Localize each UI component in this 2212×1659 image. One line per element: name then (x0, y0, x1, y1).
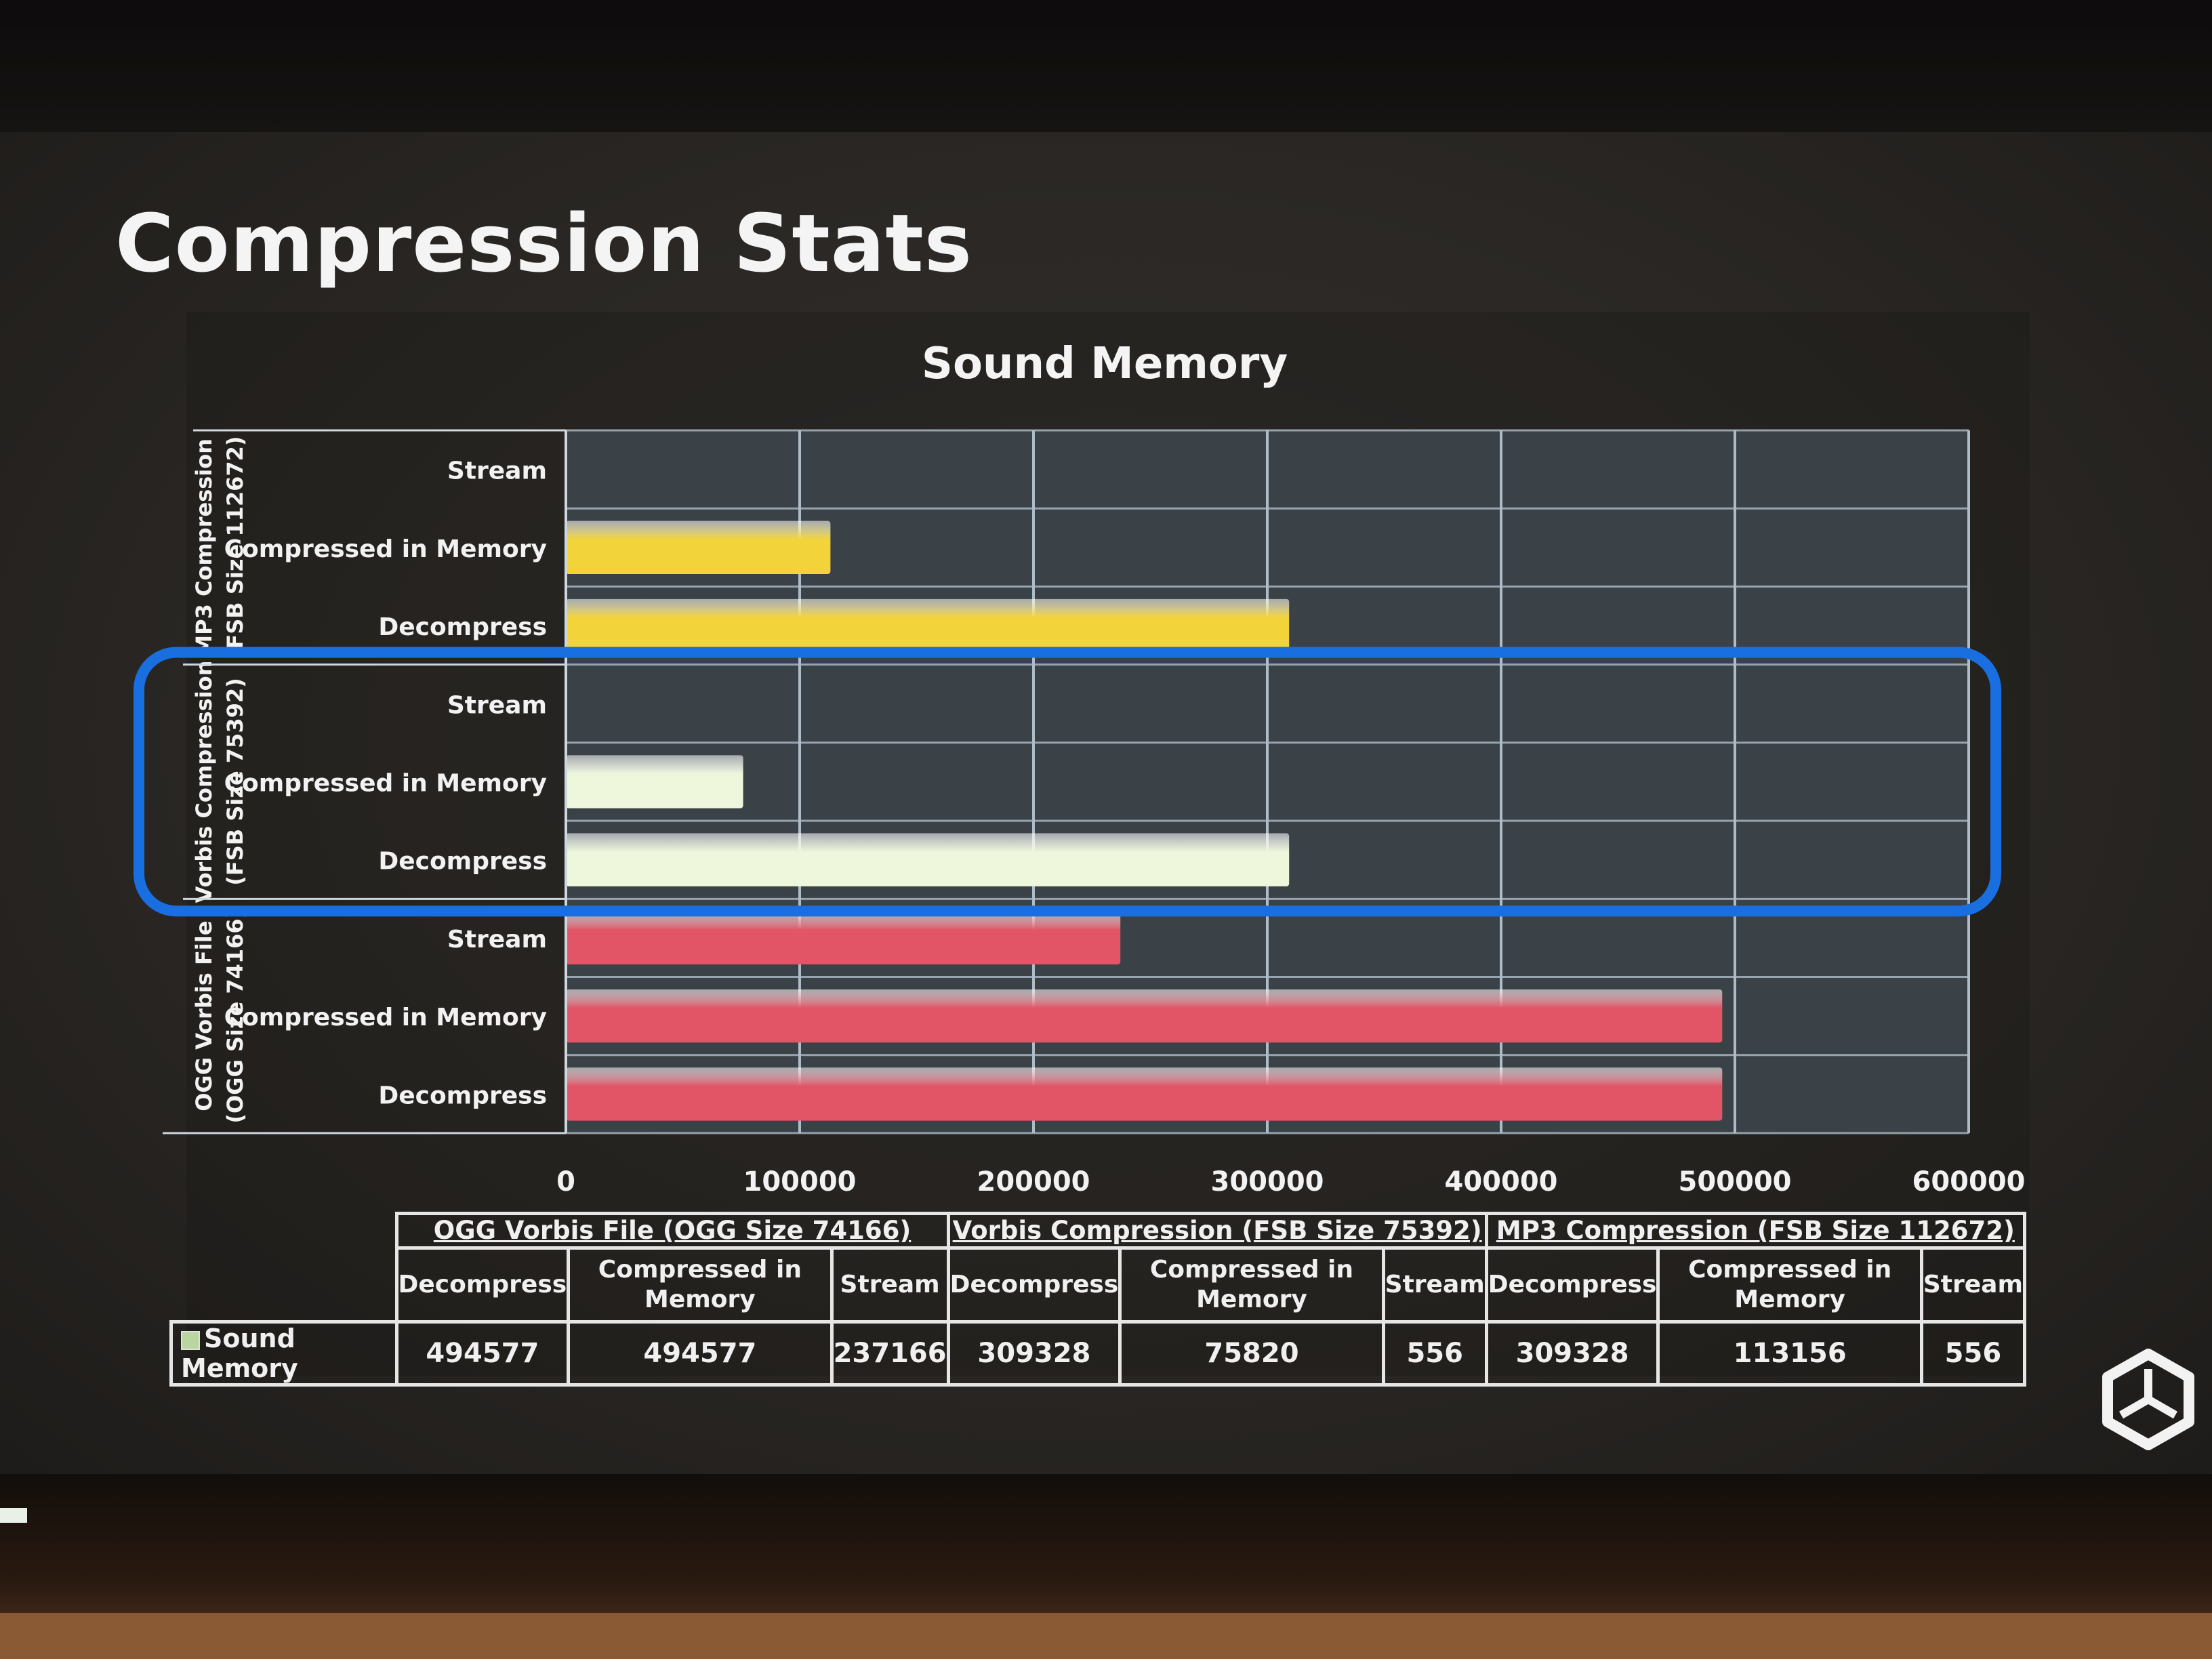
y-group-label: (FSB Size 112672) (222, 436, 248, 659)
table-col-header: Compressed in Memory (1656, 1246, 1923, 1324)
y-category-label: Stream (447, 457, 547, 485)
y-category-label: Decompress (378, 1082, 547, 1109)
table-cell: 309328 (946, 1320, 1122, 1387)
room-floor (0, 1613, 2212, 1659)
y-group-label: OGG Vorbis File (191, 921, 217, 1111)
table-col-header: Decompress (394, 1246, 571, 1324)
y-category-label: Compressed in Memory (224, 1004, 547, 1031)
table-corner (171, 1248, 397, 1322)
legend-label: Sound Memory (181, 1324, 298, 1383)
y-group-label: (OGG Size 74166) (222, 909, 248, 1124)
table-corner (171, 1214, 397, 1248)
data-table: OGG Vorbis File (OGG Size 74166) Vorbis … (169, 1212, 2027, 1387)
bar (566, 520, 831, 575)
y-group-label: MP3 Compression (191, 438, 217, 657)
table-col-header: Stream (1381, 1246, 1488, 1324)
table-cell: 237166 (830, 1320, 950, 1387)
legend-swatch (181, 1330, 200, 1350)
chart-title: Sound Memory (921, 339, 1288, 389)
y-category-label: Decompress (378, 848, 547, 876)
bar (566, 598, 1290, 653)
x-tick-label: 300000 (1211, 1166, 1324, 1197)
table-cell: 556 (1919, 1320, 2027, 1387)
table-cell: 113156 (1656, 1320, 1923, 1387)
table-cell: 494577 (394, 1320, 571, 1387)
bar (566, 911, 1121, 965)
x-tick-label: 0 (556, 1166, 575, 1197)
table-group-header: Vorbis Compression (FSB Size 75392) (946, 1212, 1488, 1250)
x-tick-label: 400000 (1445, 1166, 1558, 1197)
y-category-label: Stream (447, 691, 547, 719)
y-category-label: Compressed in Memory (224, 535, 547, 563)
bar (566, 989, 1723, 1043)
table-cell: 309328 (1484, 1320, 1660, 1387)
table-col-header: Decompress (946, 1246, 1122, 1324)
slide-title: Compression Stats (115, 197, 973, 290)
table-row: Sound Memory 494577 494577 237166 309328… (169, 1320, 2027, 1387)
table-group-header: MP3 Compression (FSB Size 112672) (1484, 1212, 2027, 1250)
unity-logo-icon (2102, 1349, 2194, 1450)
table-col-header: Decompress (1484, 1246, 1660, 1324)
table-group-header: OGG Vorbis File (OGG Size 74166) (394, 1212, 950, 1250)
table-col-header: Stream (1919, 1246, 2027, 1324)
table-col-header: Compressed in Memory (567, 1246, 834, 1324)
table-col-header: Stream (830, 1246, 950, 1324)
highlight-box (134, 647, 2001, 917)
x-tick-label: 200000 (977, 1166, 1090, 1197)
x-tick-label: 600000 (1912, 1166, 2026, 1197)
y-category-label: Decompress (378, 613, 547, 641)
bar (566, 1067, 1723, 1121)
y-group-label: (FSB Size 75392) (222, 678, 248, 886)
room-ceiling (0, 0, 2212, 136)
table-cell: 75820 (1118, 1320, 1385, 1387)
x-tick-label: 100000 (743, 1166, 857, 1197)
room-light (0, 1508, 27, 1523)
table-col-header: Compressed in Memory (1118, 1246, 1385, 1324)
y-category-label: Stream (447, 926, 547, 954)
table-cell: 556 (1381, 1320, 1488, 1387)
x-tick-label: 500000 (1679, 1166, 1792, 1197)
bar (566, 833, 1290, 886)
bar (566, 755, 743, 808)
table-row-label: Sound Memory (169, 1320, 398, 1387)
y-category-label: Compressed in Memory (224, 770, 547, 798)
y-group-label: Vorbis Compression (191, 661, 217, 903)
table-cell: 494577 (567, 1320, 834, 1387)
